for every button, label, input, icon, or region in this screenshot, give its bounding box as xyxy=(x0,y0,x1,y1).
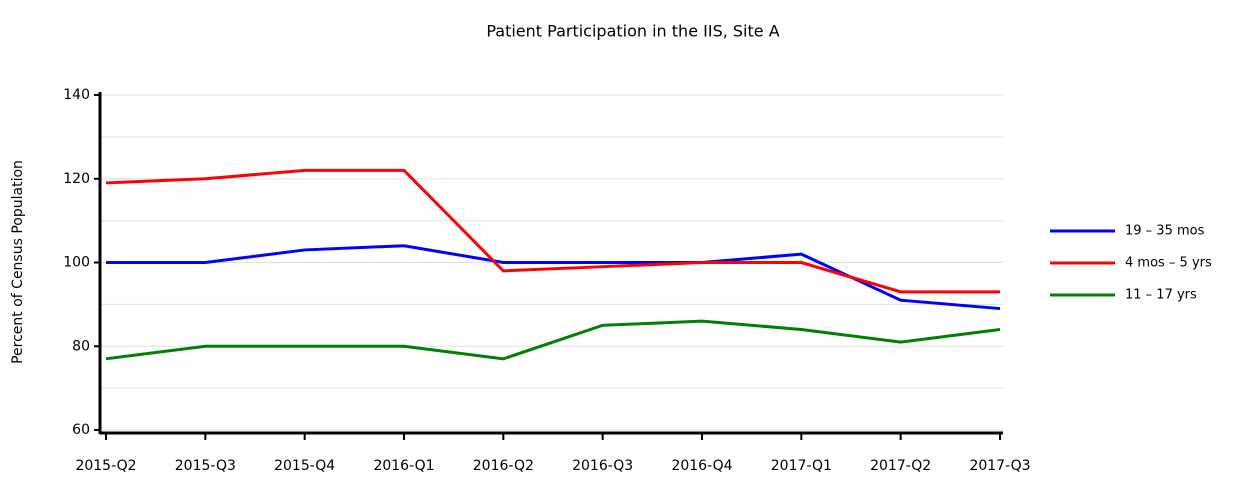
legend-label: 4 mos – 5 yrs xyxy=(1125,256,1212,271)
x-tick-label: 2015-Q3 xyxy=(175,458,236,474)
x-tick-label: 2016-Q1 xyxy=(373,458,434,474)
x-tick-label: 2016-Q4 xyxy=(671,458,732,474)
data-line xyxy=(106,244,1001,311)
y-tick-label: 80 xyxy=(72,338,90,354)
y-tick-label: 60 xyxy=(72,422,90,438)
x-tick-label: 2015-Q2 xyxy=(75,458,136,474)
data-line xyxy=(105,168,1000,294)
x-tick-label: 2015-Q4 xyxy=(274,458,335,474)
x-tick-label: 2017-Q3 xyxy=(969,458,1030,474)
data-line xyxy=(105,319,1001,361)
y-tick-label: 140 xyxy=(63,87,90,103)
x-tick-label: 2016-Q3 xyxy=(572,458,633,474)
y-tick-label: 100 xyxy=(63,255,90,271)
legend-label: 19 – 35 mos xyxy=(1125,224,1205,239)
y-tick-label: 120 xyxy=(63,171,90,187)
legend-label: 11 – 17 yrs xyxy=(1125,288,1197,303)
x-tick-label: 2017-Q2 xyxy=(870,458,931,474)
x-tick-label: 2017-Q1 xyxy=(771,458,832,474)
chart-title: Patient Participation in the IIS, Site A xyxy=(486,22,779,41)
x-tick-label: 2016-Q2 xyxy=(473,458,534,474)
y-axis-label: Percent of Census Population xyxy=(10,160,26,364)
